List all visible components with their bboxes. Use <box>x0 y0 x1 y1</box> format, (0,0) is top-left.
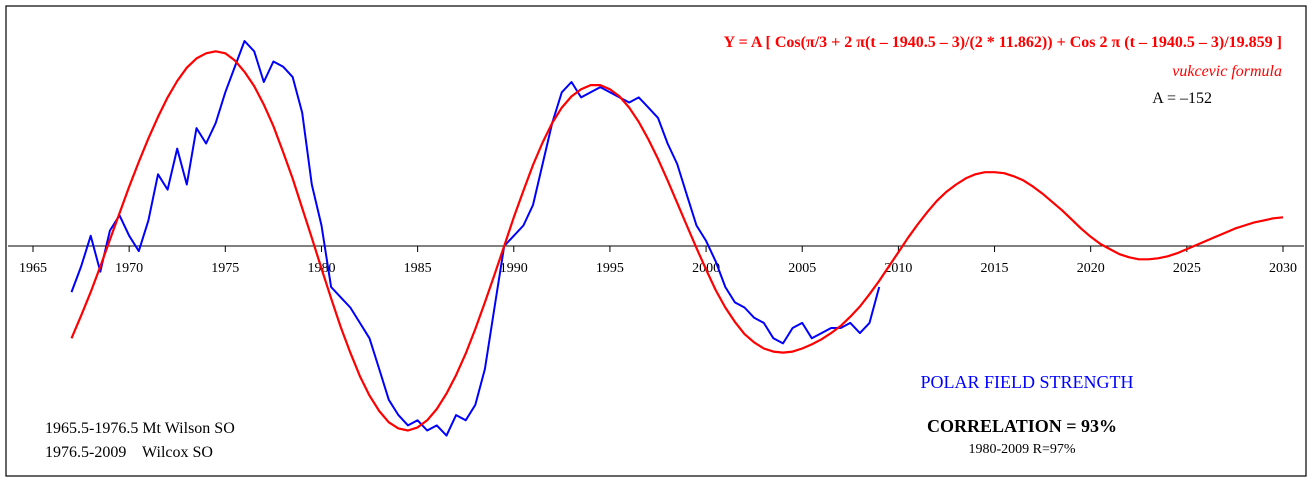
x-tick-label: 1965 <box>19 261 47 276</box>
x-tick-label: 2015 <box>981 261 1009 276</box>
source-line-2: 1976.5-2009 Wilcox SO <box>45 444 213 461</box>
series-line-polar-field <box>70 40 881 437</box>
x-tick-label: 1995 <box>596 261 624 276</box>
series-legend-label: POLAR FIELD STRENGTH <box>920 372 1133 392</box>
x-tick-label: 1970 <box>115 261 143 276</box>
series-layer <box>70 40 1284 437</box>
x-tick-label: 2030 <box>1269 261 1297 276</box>
x-tick-label: 2010 <box>884 261 912 276</box>
source-line-1: 1965.5-1976.5 Mt Wilson SO <box>45 420 235 437</box>
x-tick-label: 1975 <box>211 261 239 276</box>
x-tick-label: 1985 <box>404 261 432 276</box>
correlation-label: CORRELATION = 93% <box>927 416 1117 436</box>
x-tick-label: 2025 <box>1173 261 1201 276</box>
x-tick-label: 2005 <box>788 261 816 276</box>
x-tick-label: 2020 <box>1077 261 1105 276</box>
formula-name-label: vukcevic formula <box>1172 63 1282 80</box>
parameter-label: A = –152 <box>1152 90 1212 107</box>
series-line-vukcevic-formula <box>70 50 1284 432</box>
x-tick-label: 1990 <box>500 261 528 276</box>
correlation-sub-label: 1980-2009 R=97% <box>968 442 1075 457</box>
chart-frame <box>5 5 1307 477</box>
formula-text: Y = A [ Cos(π/3 + 2 π(t – 1940.5 – 3)/(2… <box>724 34 1282 51</box>
